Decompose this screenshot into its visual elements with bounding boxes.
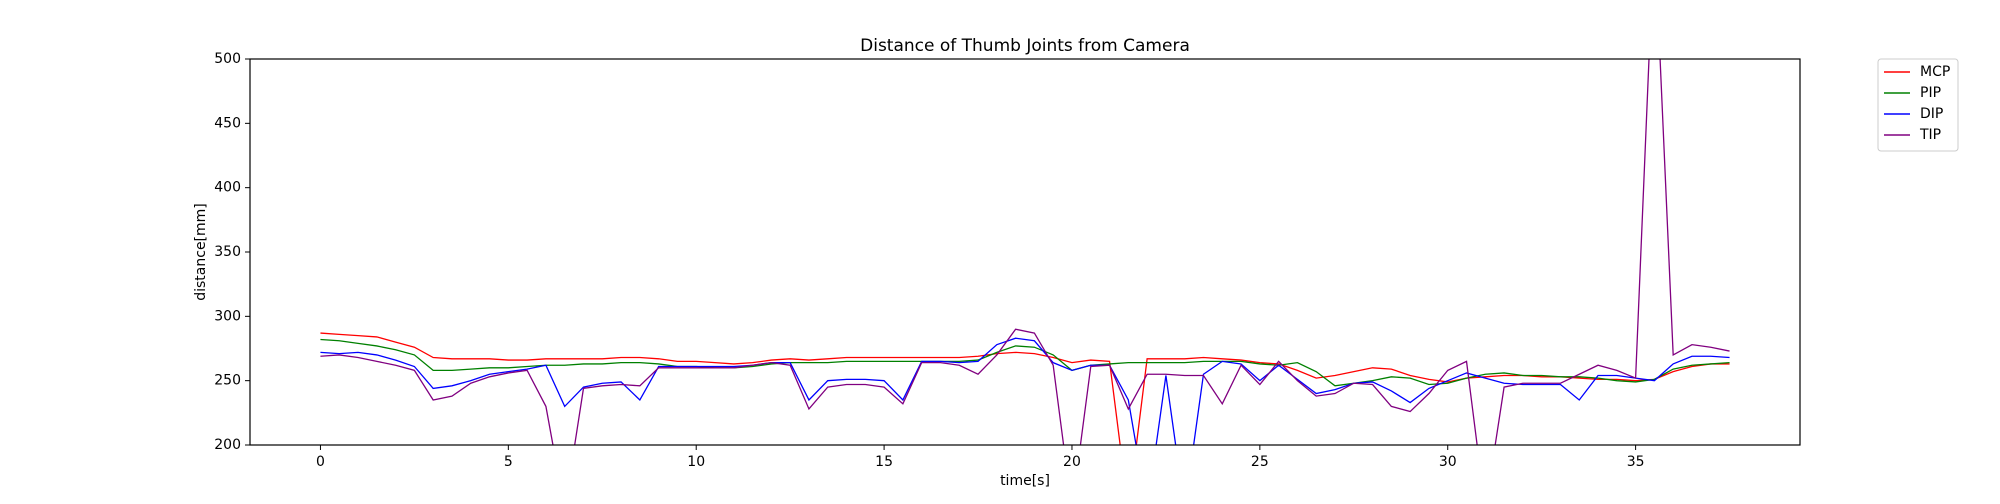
legend-label: PIP: [1920, 85, 1941, 101]
y-tick-label: 400: [214, 180, 241, 196]
plot-area: [320, 59, 1730, 445]
line-series: [320, 337, 1730, 445]
x-tick-label: 20: [1063, 454, 1081, 470]
x-tick-label: 30: [1439, 454, 1457, 470]
y-tick-label: 300: [214, 308, 241, 324]
line-series: [320, 332, 1730, 445]
x-tick-label: 5: [504, 454, 513, 470]
line-series: [320, 338, 1730, 387]
x-axis-label: time[s]: [1000, 473, 1050, 489]
x-tick-label: 25: [1251, 454, 1269, 470]
chart-title: Distance of Thumb Joints from Camera: [860, 36, 1190, 56]
y-tick-label: 350: [214, 244, 241, 260]
x-tick-label: 15: [875, 454, 893, 470]
legend-label: DIP: [1920, 106, 1943, 122]
y-tick-label: 250: [214, 373, 241, 389]
x-tick-label: 10: [687, 454, 705, 470]
legend-label: TIP: [1919, 127, 1941, 143]
x-tick-label: 35: [1627, 454, 1645, 470]
y-tick-label: 500: [214, 51, 241, 67]
legend-label: MCP: [1920, 64, 1950, 80]
legend-box: [1877, 58, 1959, 152]
y-tick-label: 450: [214, 115, 241, 131]
x-tick-label: 0: [316, 454, 325, 470]
y-tick-label: 200: [214, 437, 241, 453]
line-series: [320, 59, 1730, 445]
y-axis-label: distance[mm]: [193, 203, 209, 301]
